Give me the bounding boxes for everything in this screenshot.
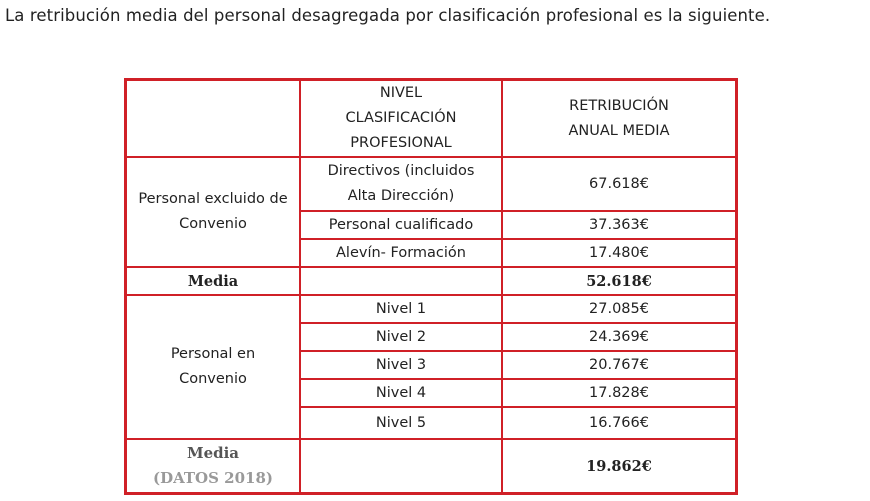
level-cell: Nivel 4 — [300, 379, 502, 407]
media-empty-cell — [300, 439, 502, 493]
header-level-line3: PROFESIONAL — [350, 135, 452, 151]
level-cell: Nivel 3 — [300, 351, 502, 379]
table-row: Nivel 3 20.767€ — [126, 351, 736, 379]
value-cell: 67.618€ — [502, 157, 736, 211]
level-cell: Personal cualificado — [300, 211, 502, 239]
table-row: Nivel 2 24.369€ — [126, 323, 736, 351]
value-cell: 16.766€ — [502, 407, 736, 439]
value-cell: 37.363€ — [502, 211, 736, 239]
level-cell: Directivos (incluidos Alta Dirección) — [300, 157, 502, 211]
value-cell: 27.085€ — [502, 295, 736, 323]
header-empty-cell — [126, 80, 300, 157]
group-label-convenio: Personal en Convenio — [126, 295, 300, 439]
media-sub-label: (DATOS 2018) — [152, 469, 274, 487]
group-label-excluded: Personal excluido de Convenio — [126, 157, 300, 267]
table-row: Personal cualificado 37.363€ — [126, 211, 736, 239]
header-retribution-line2: ANUAL MEDIA — [568, 122, 670, 139]
header-retribution: RETRIBUCIÓN ANUAL MEDIA — [502, 80, 736, 157]
media-label: Media — [126, 267, 300, 295]
media-label-convenio: Media (DATOS 2018) — [126, 439, 300, 493]
salary-table: NIVEL CLASIFICACIÓN PROFESIONAL RETRIBUC… — [124, 78, 738, 495]
media-row-convenio: Media (DATOS 2018) 19.862€ — [126, 439, 736, 493]
intro-text: La retribución media del personal desagr… — [5, 6, 771, 25]
table-row: Personal excluido de Convenio Directivos… — [126, 157, 736, 267]
header-row: NIVEL CLASIFICACIÓN PROFESIONAL RETRIBUC… — [126, 80, 736, 157]
level-cell: Nivel 5 — [300, 407, 502, 439]
media-label: Media — [186, 444, 240, 462]
level-cell: Nivel 2 — [300, 323, 502, 351]
media-row-excluded: Media 52.618€ — [126, 267, 736, 295]
value-cell: 20.767€ — [502, 351, 736, 379]
header-level-line1: NIVEL — [379, 85, 423, 101]
table-row: Nivel 4 17.828€ — [126, 379, 736, 407]
table-row: Personal en Convenio Nivel 1 27.085€ — [126, 295, 736, 439]
media-value: 19.862€ — [502, 439, 736, 493]
value-cell: 24.369€ — [502, 323, 736, 351]
level-cell: Nivel 1 — [300, 295, 502, 323]
table-row: Alevín- Formación 17.480€ — [126, 239, 736, 267]
header-level: NIVEL CLASIFICACIÓN PROFESIONAL — [300, 80, 502, 157]
media-empty-cell — [300, 267, 502, 295]
header-level-line2: CLASIFICACIÓN — [345, 110, 457, 126]
level-cell: Alevín- Formación — [300, 239, 502, 267]
media-value: 52.618€ — [502, 267, 736, 295]
table-row: Nivel 5 16.766€ — [126, 407, 736, 439]
header-retribution-line1: RETRIBUCIÓN — [569, 97, 669, 114]
value-cell: 17.480€ — [502, 239, 736, 267]
value-cell: 17.828€ — [502, 379, 736, 407]
